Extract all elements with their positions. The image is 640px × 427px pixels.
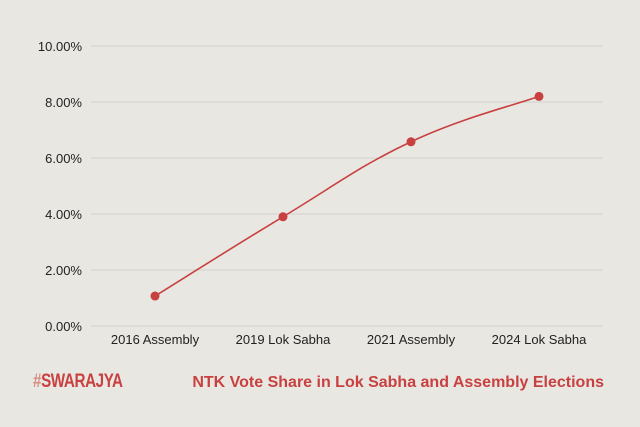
y-tick-label: 6.00% xyxy=(45,151,82,166)
data-point xyxy=(150,291,160,301)
x-tick-label: 2024 Lok Sabha xyxy=(492,332,587,347)
x-tick-label: 2016 Assembly xyxy=(111,332,200,347)
data-point xyxy=(278,212,288,222)
x-tick-label: 2021 Assembly xyxy=(367,332,456,347)
y-tick-label: 4.00% xyxy=(45,207,82,222)
data-point xyxy=(534,91,544,101)
data-point xyxy=(406,137,416,147)
x-tick-label: 2019 Lok Sabha xyxy=(236,332,331,347)
y-tick-label: 8.00% xyxy=(45,95,82,110)
y-tick-label: 2.00% xyxy=(45,263,82,278)
y-tick-label: 0.00% xyxy=(45,319,82,334)
y-tick-label: 10.00% xyxy=(38,39,83,54)
series-line xyxy=(154,95,540,297)
swarajya-logo: #SWARAJYA xyxy=(33,371,123,392)
chart-title: NTK Vote Share in Lok Sabha and Assembly… xyxy=(192,374,604,391)
